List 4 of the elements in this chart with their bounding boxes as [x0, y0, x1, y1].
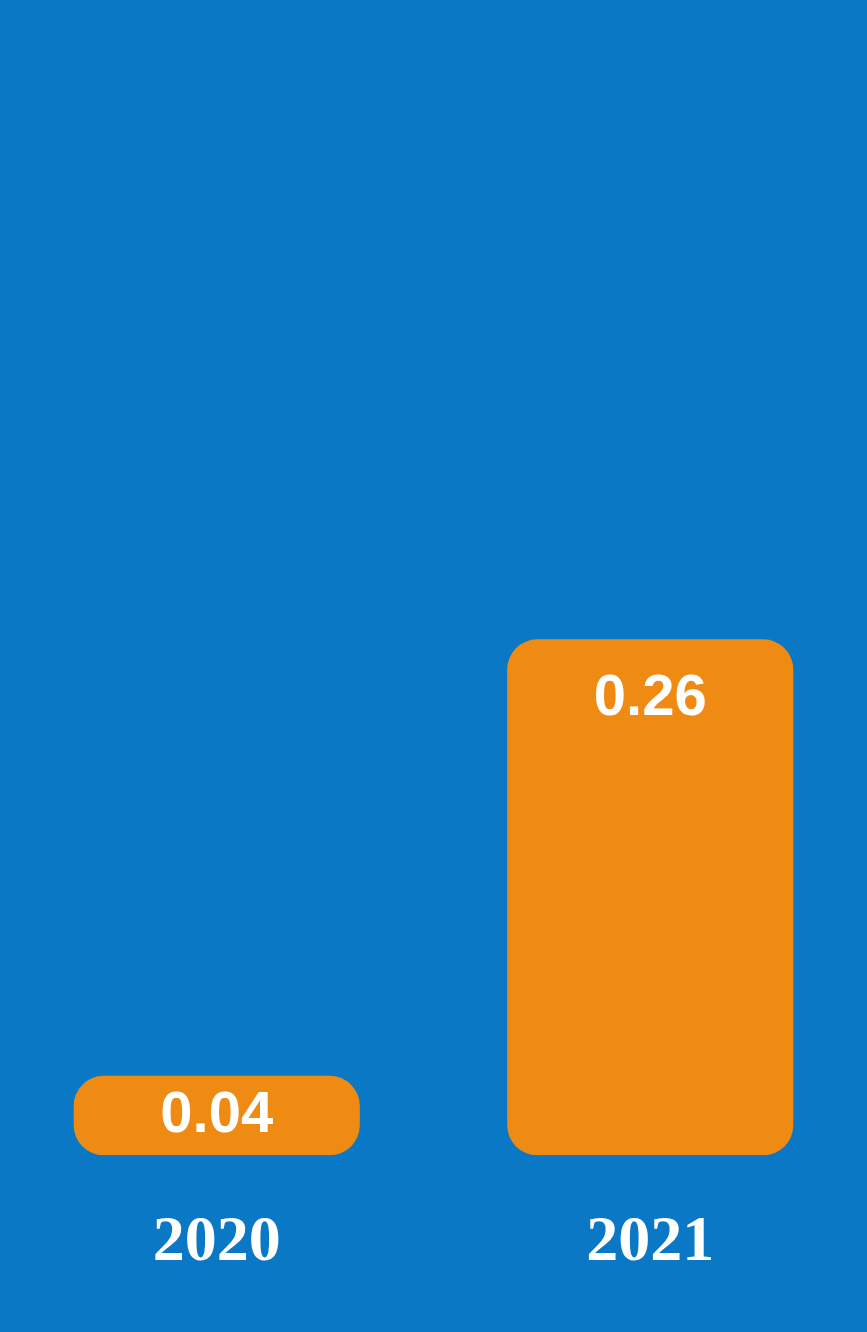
data-label: 0.04: [160, 1078, 274, 1144]
x-tick-label: 2020: [152, 1203, 281, 1275]
x-tick-label: 2021: [586, 1203, 715, 1275]
data-label: 0.26: [593, 662, 707, 728]
